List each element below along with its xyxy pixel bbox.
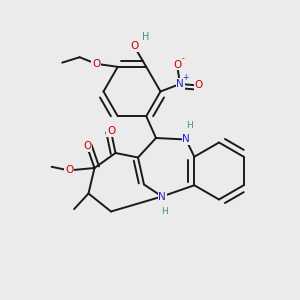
Text: H: H [186,121,193,130]
Text: O: O [92,59,100,69]
Text: O: O [107,126,115,136]
Text: -: - [182,55,184,64]
Text: O: O [83,141,91,152]
Text: +: + [182,74,189,82]
Text: O: O [130,41,138,51]
Text: N: N [182,134,190,145]
Text: O: O [194,80,203,91]
Text: H: H [162,207,168,216]
Text: H: H [142,32,149,42]
Text: O: O [173,59,181,70]
Text: N: N [176,79,184,89]
Text: O: O [65,165,73,176]
Text: N: N [158,191,166,202]
